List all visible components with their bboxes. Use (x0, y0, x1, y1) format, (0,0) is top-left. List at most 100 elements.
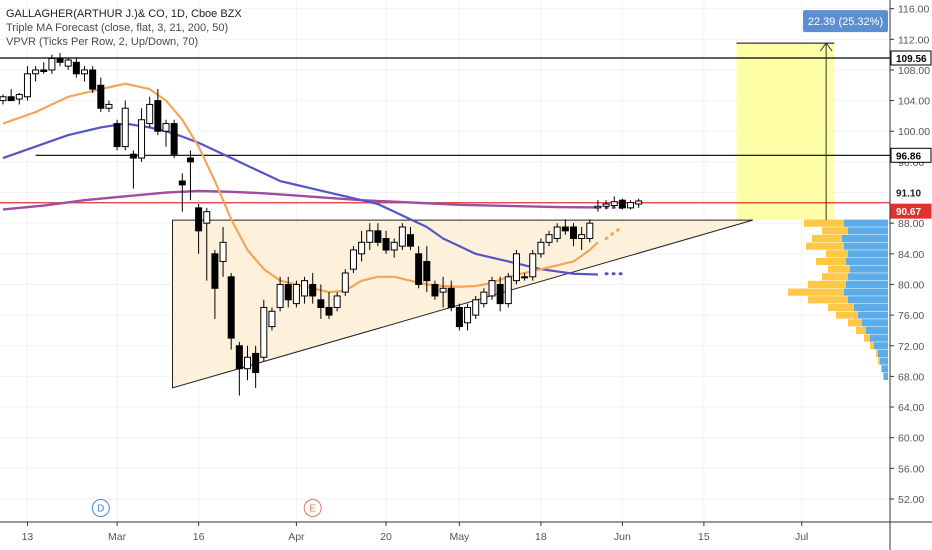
candle-body (81, 69, 88, 75)
candle-body (227, 276, 235, 339)
price-tick-label: 112.00 (898, 34, 929, 46)
vpvr-bar-down (812, 234, 842, 243)
time-axis[interactable]: 13 Mar 16 Apr 20 May 18 Jun 15 Jul (0, 521, 932, 543)
time-tick-label: 20 (380, 531, 392, 543)
candle-body (512, 253, 520, 282)
candle-body (398, 226, 406, 247)
triangle-pattern (172, 219, 753, 389)
vpvr-bar-down (788, 288, 844, 296)
legend-ma-indicator[interactable]: Triple MA Forecast (close, flat, 3, 21, … (6, 22, 229, 34)
price-tick-label: 84.00 (898, 249, 924, 261)
vpvr-bar-down (816, 257, 846, 266)
candle-body (7, 96, 15, 102)
candle-body (480, 291, 488, 305)
candle-body (561, 226, 569, 232)
time-tick-label: 15 (698, 531, 710, 543)
candle-body (56, 57, 64, 63)
candle-body (170, 123, 178, 155)
event-marker-label: E (309, 504, 316, 515)
vpvr-bar-down (826, 250, 848, 258)
candle-body (488, 280, 496, 297)
price-tick-label: 104.00 (898, 96, 930, 108)
time-tick-label: 16 (193, 531, 205, 543)
candle-body (154, 100, 162, 132)
candle-body (464, 306, 472, 324)
candle-body (594, 205, 602, 209)
level-tag-109-box (890, 50, 932, 66)
time-tick-label: Apr (288, 531, 305, 543)
vpvr-bar-down (808, 296, 848, 304)
price-tag-91-box (890, 185, 932, 201)
candle-body (292, 283, 300, 305)
candle-body (64, 59, 72, 67)
candle-body (203, 211, 211, 224)
price-tick-label: 108.00 (898, 65, 930, 77)
candle-body (40, 69, 48, 72)
current-price-tag: 90.67 (896, 207, 921, 218)
chart-legend: GALLAGHER(ARTHUR J.)& CO, 1D, Cboe BZX T… (6, 7, 242, 49)
vpvr-bar-down (883, 372, 884, 380)
candle-body (610, 201, 618, 207)
vpvr-bar-up (866, 326, 888, 335)
candle-body (545, 234, 553, 243)
candle-body (0, 96, 7, 102)
target-arrow-head (819, 42, 833, 52)
price-tick-label: 64.00 (898, 402, 924, 414)
candle-body (627, 201, 635, 209)
price-tick-label: 76.00 (898, 310, 924, 322)
price-axis[interactable]: 52.00 56.00 60.00 64.00 68.00 72.00 76.00 80.00… (889, 0, 932, 550)
vpvr-bar-down (848, 319, 862, 327)
vpvr-bar-down (804, 219, 844, 227)
plot-area[interactable]: 22.39 (25.32%) D E (0, 10, 890, 517)
legend-vpvr-indicator[interactable]: VPVR (Ticks Per Row, 2, Up/Down, 70) (6, 36, 199, 48)
candle-body (349, 249, 357, 270)
candle-body (415, 253, 423, 285)
candle-body (105, 103, 113, 109)
candle-body (390, 241, 398, 251)
level-tag-109: 109.56 (896, 54, 927, 65)
vpvr-bar-up (842, 234, 888, 243)
legend-symbol[interactable]: GALLAGHER(ARTHUR J.)& CO, 1D, Cboe BZX (6, 8, 242, 20)
candle-body (235, 345, 243, 370)
price-tick-label: 72.00 (898, 341, 924, 353)
candle-body (178, 180, 186, 186)
vpvr-bar-up (848, 250, 888, 258)
vpvr-bar-down (864, 334, 870, 342)
price-tick-label: 52.00 (898, 494, 924, 506)
candle-body (301, 280, 309, 297)
vpvr-bar-up (848, 227, 888, 235)
candle-body (504, 276, 512, 305)
candle-body (358, 241, 366, 255)
vpvr-bar-down (808, 280, 846, 289)
candle-body (252, 352, 260, 374)
vpvr-bar-up (848, 296, 888, 304)
candle-body (309, 283, 317, 297)
candle-body (244, 356, 251, 370)
vpvr-bar-down (870, 342, 874, 350)
time-tick-label: Mar (108, 531, 127, 543)
candle-body (23, 73, 31, 98)
candle-body (129, 153, 137, 159)
level-tag-96-box (890, 147, 932, 163)
candle-body (553, 226, 561, 239)
gain-label: 22.39 (25.32%) (808, 16, 883, 28)
candle-body (162, 123, 170, 132)
candle-body (537, 241, 545, 255)
candle-body (32, 69, 40, 75)
candle-body (496, 283, 504, 305)
vpvr-bar-up (846, 280, 888, 289)
vpvr-bar-down (836, 311, 858, 319)
vpvr-bar-up (846, 257, 888, 266)
event-marker (91, 499, 110, 517)
candle-body (195, 207, 203, 232)
candle-body (447, 287, 455, 308)
candle-body (455, 306, 463, 328)
vpvr-bar-up (848, 273, 888, 281)
time-tick-label: 13 (22, 531, 34, 543)
candle-body (521, 276, 529, 279)
vpvr-bar-down (828, 303, 854, 312)
vpvr-bar-down (822, 273, 848, 281)
time-tick-label: May (449, 531, 470, 543)
vpvr-bar-up (854, 303, 888, 312)
